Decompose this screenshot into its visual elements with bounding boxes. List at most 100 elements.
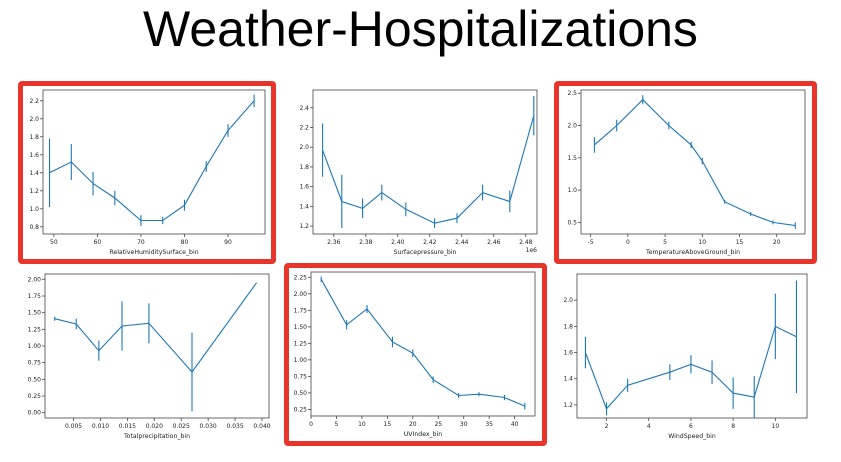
y-tick-label: 1.6	[563, 350, 573, 357]
highlight-frame-temperature	[554, 81, 817, 264]
x-tick-label: 80	[181, 239, 189, 246]
chart-total-precipitation: 0.005 0.010 0.015 0.020 0.025 0.030 0.035 0.040…	[28, 273, 271, 440]
y-tick-label: 1.50	[294, 324, 308, 331]
y-tick-label: 1.6	[29, 152, 39, 159]
y-tick-label: 2.25	[294, 274, 308, 281]
chart-relative-humidity: 50 60 70 80 90 0.8 1.0 1.2 1.4 1.6 1.8 2.0 2.2 Relati…	[29, 89, 266, 256]
x-tick-label: 25	[434, 421, 442, 428]
x-tick-label: 0.020	[146, 423, 163, 430]
y-tick-label: 0.25	[294, 406, 308, 413]
y-tick-label: 2.0	[29, 116, 39, 123]
x-tick-label: 2.42	[423, 239, 437, 246]
y-tick-label: 2.0	[563, 297, 573, 304]
y-tick-label: 1.6	[299, 184, 309, 191]
x-offset-label: 1e6	[526, 247, 538, 254]
y-tick-label: 1.75	[294, 307, 308, 314]
chart-wind-speed: 2 4 6 8 10 1.2 1.4 1.6 1.8 2.0 WindSpeed_bin	[563, 273, 808, 440]
x-axis-label: Totalprecipitation_bin	[123, 433, 190, 440]
y-tick-label: 1.2	[299, 223, 309, 230]
x-axis-label: Surfacepressure_bin	[394, 249, 457, 256]
y-tick-label: 2.0	[567, 123, 577, 130]
y-tick-label: 0.8	[29, 224, 39, 231]
x-tick-label: 0.015	[119, 423, 136, 430]
y-tick-label: 1.8	[563, 323, 573, 330]
plot-area	[310, 271, 536, 417]
y-tick-label: 0.5	[567, 219, 577, 226]
x-tick-label: 2	[605, 423, 609, 430]
y-tick-label: 2.0	[299, 144, 309, 151]
series-line	[320, 279, 526, 407]
x-tick-label: 50	[50, 239, 58, 246]
y-tick-label: 1.2	[563, 402, 573, 409]
x-tick-label: 15	[384, 421, 392, 428]
x-tick-label: 0.005	[65, 423, 82, 430]
x-tick-label: 2.38	[359, 239, 373, 246]
series-line	[594, 98, 796, 227]
x-tick-label: 4	[647, 423, 651, 430]
y-tick-label: 0.25	[28, 393, 42, 400]
x-tick-label: 0.030	[200, 423, 217, 430]
x-tick-label: 10	[772, 423, 780, 430]
x-tick-label: 40	[511, 421, 519, 428]
x-tick-label: 0	[626, 239, 630, 246]
x-tick-label: 5	[663, 239, 667, 246]
y-tick-label: 1.25	[294, 340, 308, 347]
highlight-frame-uvindex	[284, 263, 547, 446]
x-tick-label: 2.40	[391, 239, 405, 246]
x-tick-label: 2.44	[455, 239, 469, 246]
x-tick-label: 60	[94, 239, 102, 246]
x-tick-label: 0.010	[92, 423, 109, 430]
page-title: Weather-Hospitalizations	[143, 1, 698, 57]
y-tick-label: 1.75	[28, 293, 42, 300]
y-tick-label: 1.00	[294, 357, 308, 364]
y-tick-label: 1.50	[28, 310, 42, 317]
series-line	[322, 115, 535, 224]
plot-area	[42, 89, 266, 235]
x-tick-label: 6	[689, 423, 693, 430]
y-tick-label: 0.75	[28, 360, 42, 367]
y-tick-label: 1.0	[29, 206, 39, 213]
plot-area	[44, 273, 270, 419]
y-tick-label: 2.2	[299, 124, 309, 131]
y-tick-label: 1.4	[29, 170, 39, 177]
x-tick-label: 30	[460, 421, 468, 428]
plot-area	[580, 89, 806, 235]
y-tick-label: 1.8	[29, 134, 39, 141]
chart-temperature: -5 0 5 10 15 20 0.5 1.0 1.5 2.0 2.5 TemperatureAbov…	[567, 89, 806, 256]
chart-uv-index: 0 5 10 15 20 25 30 35 40 0.25 0.50 0.75 1.00 1.25 1.50…	[294, 271, 536, 438]
x-tick-label: 8	[731, 423, 735, 430]
x-tick-label: 15	[736, 239, 744, 246]
x-tick-label: 2.36	[327, 239, 341, 246]
x-axis-label: RelativeHumiditySurface_bin	[109, 249, 198, 256]
x-tick-label: 2.48	[519, 239, 533, 246]
x-tick-label: 20	[773, 239, 781, 246]
y-tick-label: 0.00	[28, 410, 42, 417]
plot-area	[576, 273, 808, 419]
x-tick-label: -5	[588, 239, 594, 246]
x-tick-label: 10	[698, 239, 706, 246]
series-line	[54, 282, 258, 373]
y-tick-label: 1.5	[567, 155, 577, 162]
highlight-frame-humidity	[18, 81, 276, 264]
y-tick-label: 2.2	[29, 98, 39, 105]
y-tick-label: 2.4	[299, 105, 309, 112]
x-tick-label: 5	[335, 421, 339, 428]
chart-surface-pressure: 2.36 2.38 2.40 2.42 2.44 2.46 2.48 1.2 1.4 1.6 1.8…	[299, 89, 538, 256]
x-axis-label: UVIndex_bin	[404, 431, 443, 438]
y-tick-label: 1.2	[29, 188, 39, 195]
x-tick-label: 10	[358, 421, 366, 428]
y-tick-label: 2.00	[294, 291, 308, 298]
x-tick-label: 0.040	[253, 423, 270, 430]
y-tick-label: 1.25	[28, 326, 42, 333]
y-tick-label: 0.50	[28, 376, 42, 383]
y-tick-label: 1.4	[299, 203, 309, 210]
x-tick-label: 0	[309, 421, 313, 428]
x-tick-label: 2.46	[487, 239, 501, 246]
series-line	[584, 325, 797, 410]
y-tick-label: 2.5	[567, 90, 577, 97]
plot-area	[312, 89, 538, 235]
y-tick-label: 0.50	[294, 390, 308, 397]
x-axis-label: WindSpeed_bin	[668, 433, 716, 440]
x-axis-label: TemperatureAboveGround_bin	[645, 249, 740, 256]
y-tick-label: 2.00	[28, 276, 42, 283]
